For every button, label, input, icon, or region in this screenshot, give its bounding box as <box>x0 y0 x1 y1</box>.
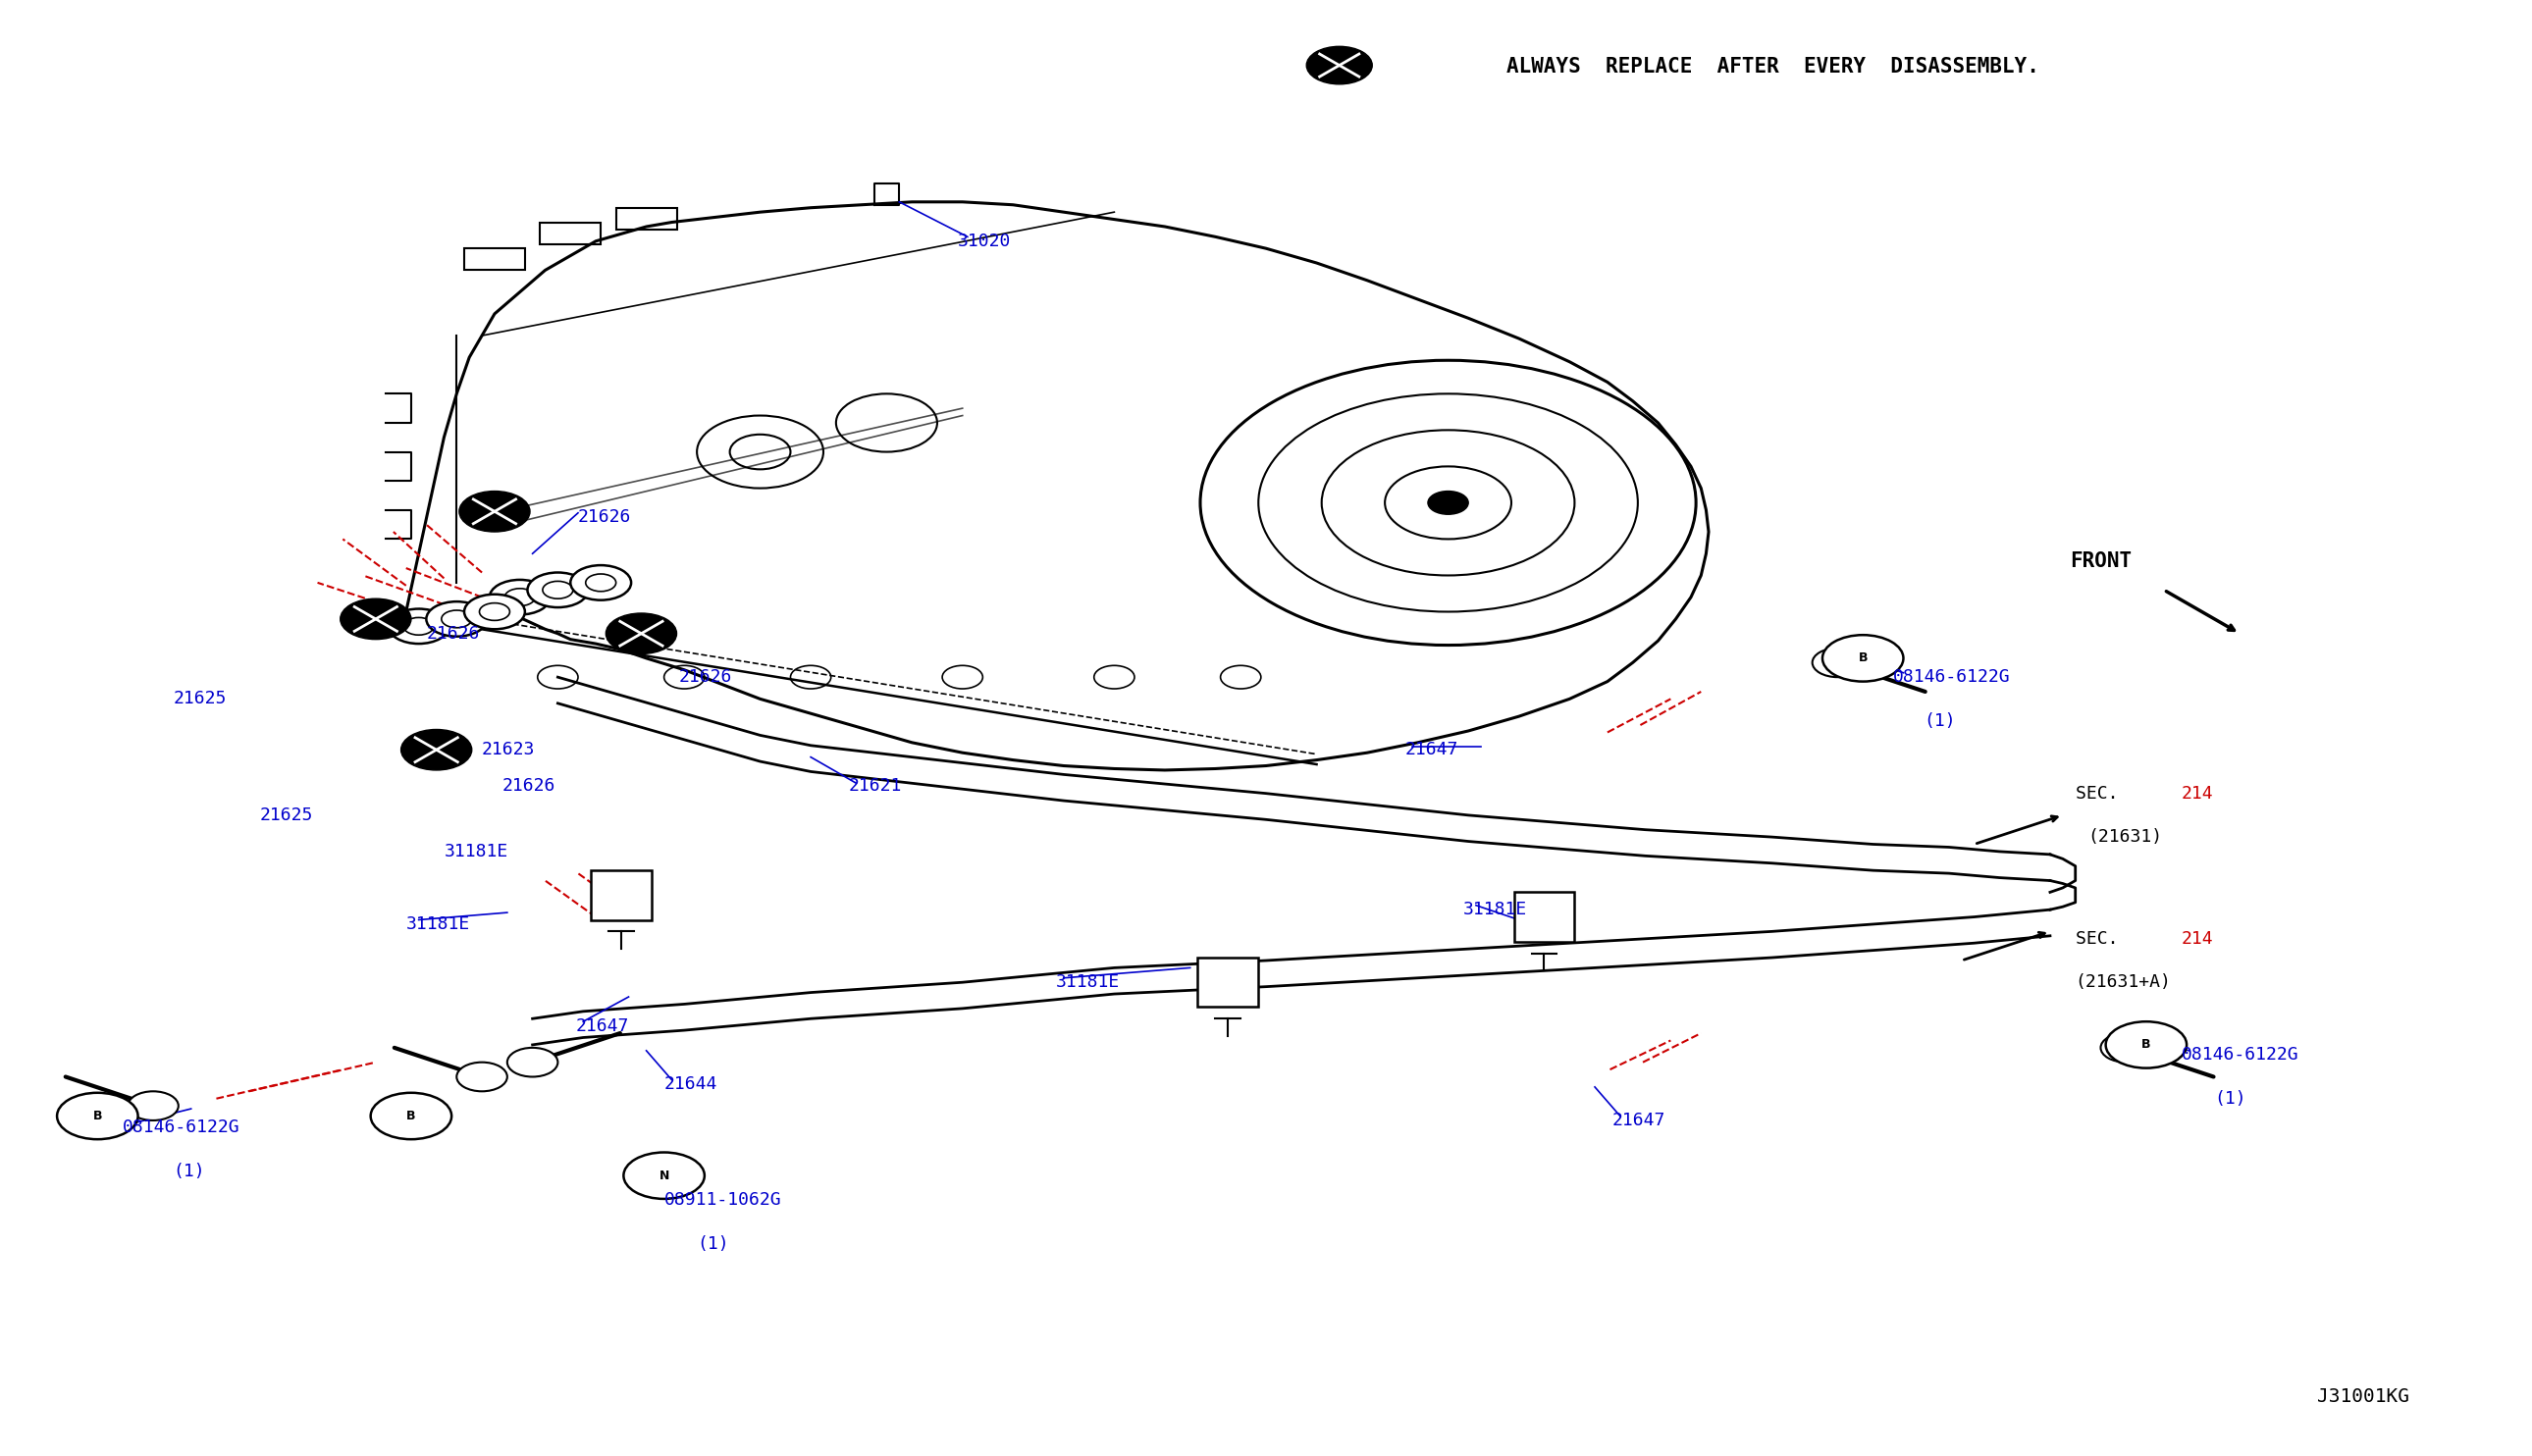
Circle shape <box>623 1152 704 1198</box>
Text: 21626: 21626 <box>501 778 555 795</box>
Text: 08146-6122G: 08146-6122G <box>122 1118 241 1137</box>
Text: 21623: 21623 <box>481 741 534 759</box>
Text: 31181E: 31181E <box>405 916 471 933</box>
Circle shape <box>1813 648 1864 677</box>
Circle shape <box>370 1093 451 1139</box>
Text: N: N <box>658 1169 668 1182</box>
Text: 21621: 21621 <box>848 778 901 795</box>
Text: 21647: 21647 <box>1405 741 1458 759</box>
Text: 08146-6122G: 08146-6122G <box>1894 668 2010 686</box>
Text: SEC.: SEC. <box>2076 930 2129 948</box>
Text: B: B <box>1858 652 1869 664</box>
Text: 21644: 21644 <box>663 1075 717 1093</box>
Text: 21626: 21626 <box>679 668 732 686</box>
Text: FRONT: FRONT <box>2071 550 2132 571</box>
Circle shape <box>456 1063 506 1092</box>
FancyBboxPatch shape <box>1514 893 1575 942</box>
Circle shape <box>527 572 587 607</box>
Circle shape <box>2102 1034 2152 1063</box>
Text: 31181E: 31181E <box>443 843 509 860</box>
Text: 21626: 21626 <box>425 625 479 642</box>
Circle shape <box>387 609 448 644</box>
Circle shape <box>400 729 471 770</box>
Text: (1): (1) <box>1924 712 1955 729</box>
Circle shape <box>425 601 486 636</box>
Text: 21647: 21647 <box>1613 1111 1666 1130</box>
Circle shape <box>1823 635 1904 681</box>
Text: 21625: 21625 <box>172 690 228 708</box>
Circle shape <box>2107 1022 2188 1069</box>
Circle shape <box>570 565 630 600</box>
Text: 08911-1062G: 08911-1062G <box>663 1191 782 1208</box>
Text: J31001KG: J31001KG <box>2317 1388 2410 1406</box>
Text: 31181E: 31181E <box>1056 974 1119 992</box>
Text: (21631+A): (21631+A) <box>2076 974 2172 992</box>
Text: 21625: 21625 <box>258 807 314 824</box>
Text: 31181E: 31181E <box>1463 901 1527 919</box>
Text: (21631): (21631) <box>2089 828 2162 846</box>
Circle shape <box>605 613 676 654</box>
Circle shape <box>339 598 410 639</box>
Text: 08146-6122G: 08146-6122G <box>2183 1047 2299 1064</box>
Text: (1): (1) <box>2216 1089 2246 1108</box>
Polygon shape <box>405 202 1709 770</box>
Text: ALWAYS  REPLACE  AFTER  EVERY  DISASSEMBLY.: ALWAYS REPLACE AFTER EVERY DISASSEMBLY. <box>1507 57 2038 77</box>
Text: B: B <box>408 1109 415 1123</box>
Text: 21626: 21626 <box>577 508 630 526</box>
FancyBboxPatch shape <box>590 871 651 920</box>
Text: 214: 214 <box>2183 930 2213 948</box>
Circle shape <box>1428 491 1469 514</box>
FancyBboxPatch shape <box>1198 958 1258 1008</box>
Circle shape <box>58 1093 137 1139</box>
Text: B: B <box>94 1109 101 1123</box>
Circle shape <box>506 1048 557 1077</box>
Text: (1): (1) <box>696 1235 729 1252</box>
Circle shape <box>458 491 529 531</box>
Circle shape <box>489 579 549 614</box>
Text: SEC.: SEC. <box>2076 785 2129 802</box>
Text: 31020: 31020 <box>957 233 1010 250</box>
Text: 214: 214 <box>2183 785 2213 802</box>
Text: 21647: 21647 <box>575 1018 628 1035</box>
Text: B: B <box>2142 1038 2150 1051</box>
Circle shape <box>127 1092 177 1120</box>
Circle shape <box>463 594 524 629</box>
Text: (1): (1) <box>172 1162 205 1179</box>
Circle shape <box>1307 47 1372 84</box>
